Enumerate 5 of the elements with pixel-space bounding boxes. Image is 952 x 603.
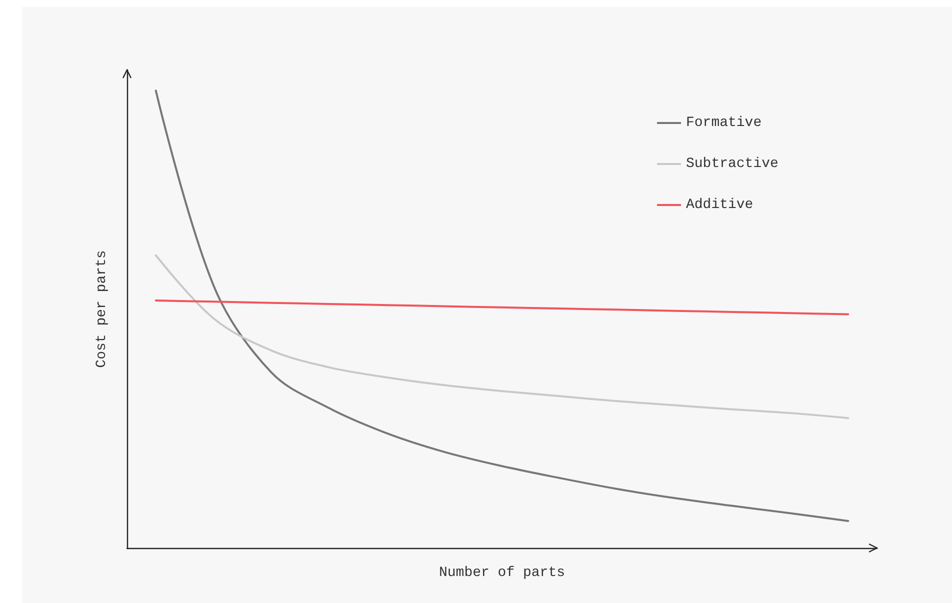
legend-label: Subtractive <box>686 156 778 172</box>
legend-label: Formative <box>686 115 762 131</box>
legend-label: Additive <box>686 197 754 213</box>
x-axis-title: Number of parts <box>438 565 566 581</box>
y-axis-title: Cost per parts <box>94 250 110 368</box>
